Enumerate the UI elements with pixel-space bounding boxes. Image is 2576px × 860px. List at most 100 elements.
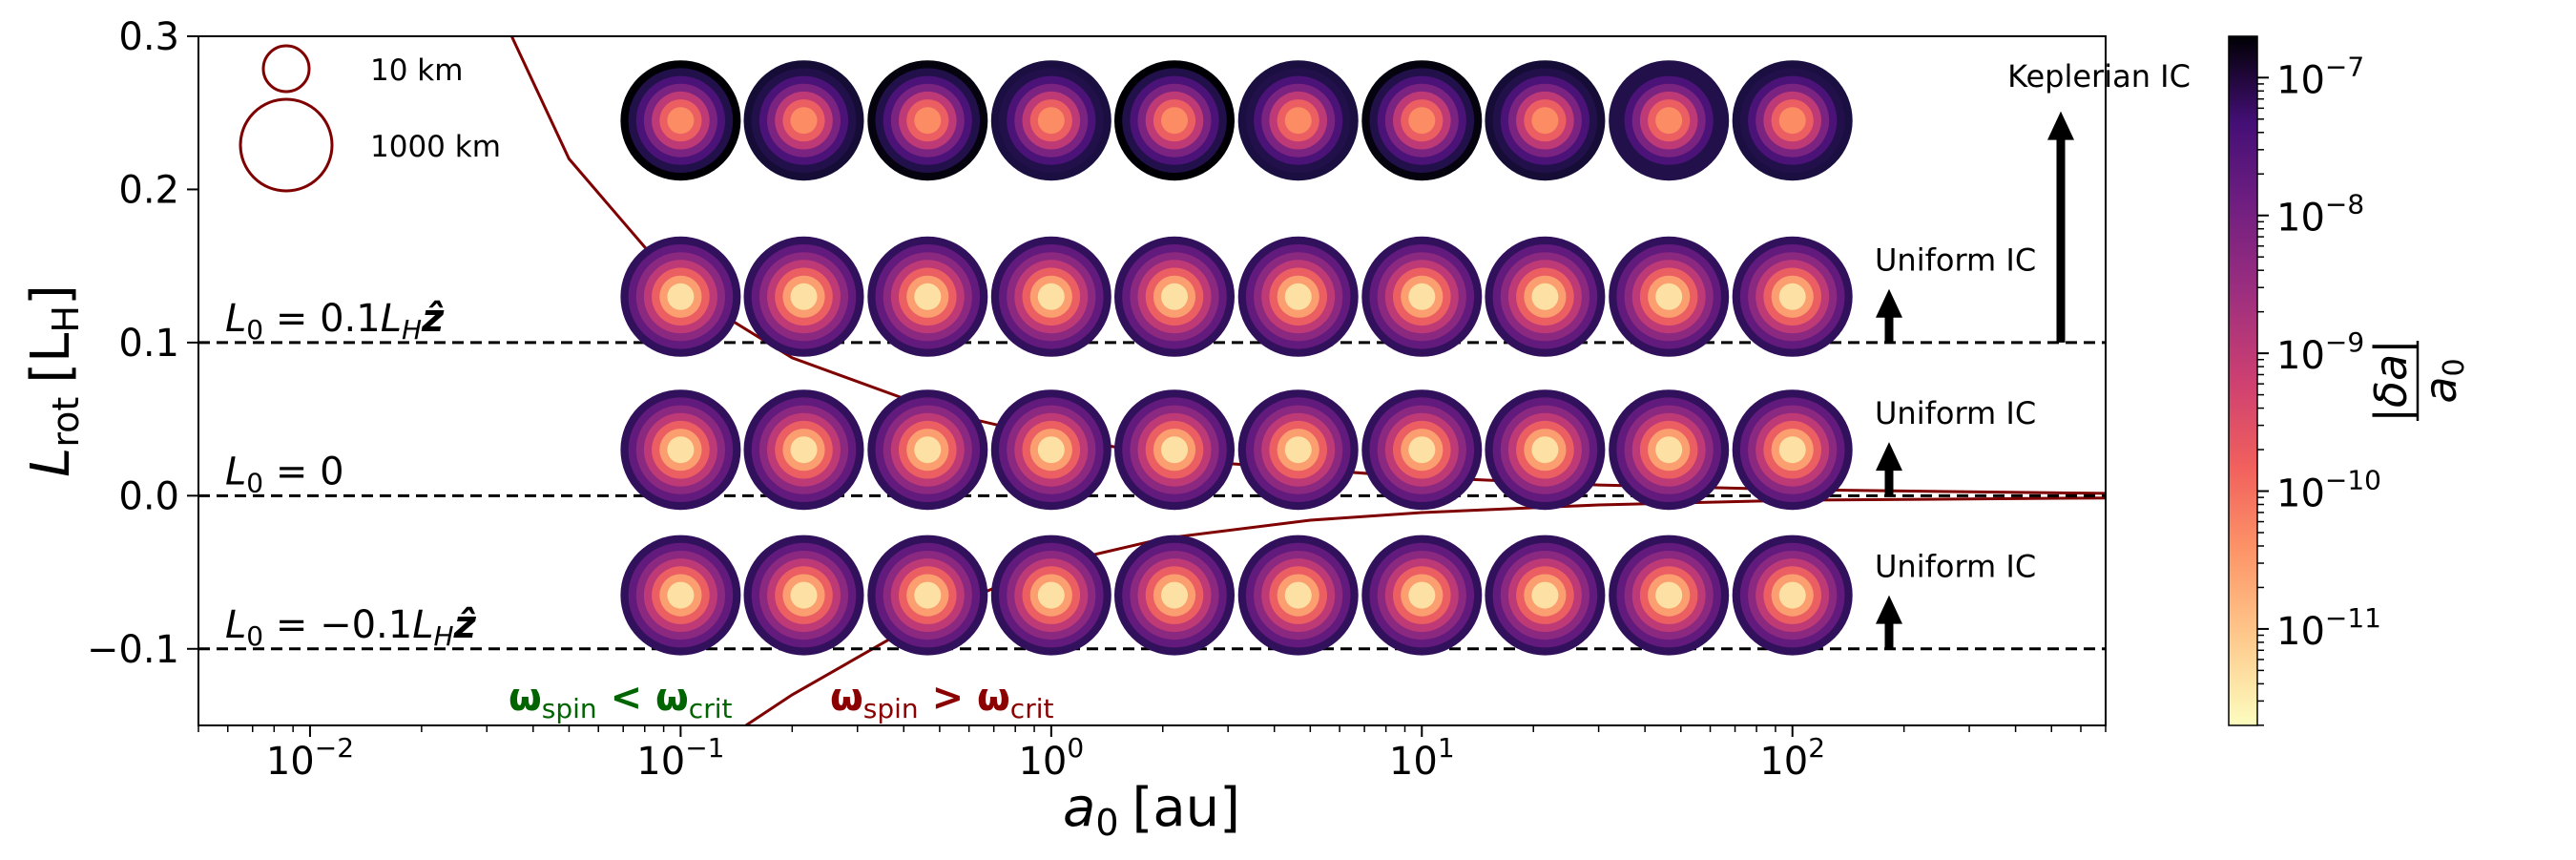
colorbar-tick-exp: −8 (2325, 189, 2364, 220)
ref-label-sub: 0 (246, 620, 263, 652)
body-marker-row1-0 (620, 236, 741, 357)
body-marker-row2-9 (1732, 389, 1853, 511)
ring-10km (1284, 107, 1312, 135)
ring-10km (1655, 107, 1683, 135)
ring-10km (1037, 436, 1065, 464)
region-label-supercritical-op: > (919, 676, 977, 720)
colorbar-tick-base: 10 (2276, 472, 2325, 516)
ring-10km (667, 283, 695, 310)
arrow-label-uniform-1: Uniform IC (1875, 395, 2036, 431)
x-tick-label: 10−1 (636, 732, 724, 784)
body-marker-row3-4 (1114, 535, 1235, 656)
body-marker-row3-0 (620, 535, 741, 656)
colorbar-label-denominator: a0 (2415, 358, 2471, 403)
region-label-supercritical: ωspin > ωcrit (830, 676, 1053, 724)
body-marker-row2-0 (620, 389, 741, 511)
reference-label-1: L0 = 0 (225, 450, 344, 498)
body-marker-row2-6 (1361, 389, 1483, 511)
colorbar-tick-exp: −9 (2325, 326, 2364, 358)
arrow-keplerian (2047, 111, 2074, 343)
x-tick-exp: 2 (1808, 732, 1825, 764)
colorbar-tick-base: 10 (2276, 334, 2325, 378)
ref-label-LH-sub: H (402, 314, 422, 346)
ring-10km (1408, 581, 1436, 609)
ring-10km (1531, 107, 1559, 135)
ring-10km (1161, 436, 1188, 464)
x-tick-label: 102 (1759, 732, 1825, 784)
ring-10km (790, 283, 818, 310)
body-marker-row0-5 (1237, 60, 1359, 181)
body-marker-row3-7 (1485, 535, 1606, 656)
colorbar-gradient (2228, 35, 2258, 726)
ref-label-value: = −0.1 (263, 603, 412, 647)
y-tick-label: 0.2 (118, 168, 179, 212)
x-tick-base: 10 (1759, 740, 1808, 784)
arrow-label-uniform-2: Uniform IC (1875, 548, 2036, 584)
x-tick-label: 101 (1389, 732, 1455, 784)
region-label-supercritical-spin: spin (863, 693, 919, 724)
arrow-uniform-0-head (1876, 288, 1902, 318)
region-label-subcritical-omega: ω (509, 676, 542, 720)
body-marker-row2-3 (990, 389, 1111, 511)
ring-10km (1037, 283, 1065, 310)
body-marker-row2-4 (1114, 389, 1235, 511)
colorbar-tick-label: 10−9 (2276, 326, 2364, 378)
ring-10km (1037, 581, 1065, 609)
ring-10km (914, 436, 942, 464)
body-marker-row2-5 (1237, 389, 1359, 511)
ring-10km (1778, 107, 1806, 135)
ring-10km (1408, 283, 1436, 310)
body-markers (620, 60, 1853, 656)
region-label-subcritical-crit: crit (689, 693, 733, 724)
body-marker-row1-9 (1732, 236, 1853, 357)
axes-frame (197, 35, 2107, 726)
region-label-subcritical-omega-crit: ω (655, 676, 689, 720)
body-marker-row3-8 (1609, 535, 1730, 656)
y-tick-label: 0.0 (118, 474, 179, 518)
arrow-uniform-1-head (1876, 442, 1902, 472)
colorbar-label: |δa| a0 (2365, 339, 2471, 422)
x-tick-base: 10 (1018, 740, 1067, 784)
ring-10km (667, 581, 695, 609)
ref-label-z-hat: ẑ (421, 297, 445, 341)
x-tick-exp: 0 (1067, 732, 1084, 764)
body-marker-row3-2 (867, 535, 988, 656)
body-marker-row0-1 (743, 60, 864, 181)
ring-10km (1284, 436, 1312, 464)
x-axis-label: a0 [au] (1063, 777, 1240, 844)
y-tick-label: −0.1 (87, 628, 179, 672)
arrow-uniform-1 (1876, 442, 1902, 496)
size-legend: 10 km 1000 km (239, 44, 501, 193)
region-label-supercritical-omega: ω (830, 676, 863, 720)
x-tick-exp: 1 (1438, 732, 1455, 764)
body-marker-row3-9 (1732, 535, 1853, 656)
arrow-label-keplerian: Keplerian IC (2007, 58, 2191, 94)
colorbar-tick-base: 10 (2276, 58, 2325, 102)
ref-label-L: L (225, 297, 246, 341)
ring-10km (1655, 436, 1683, 464)
size-legend-circle-0 (261, 44, 311, 94)
body-marker-row1-3 (990, 236, 1111, 357)
body-marker-row1-2 (867, 236, 988, 357)
colorbar-tick-label: 10−8 (2276, 189, 2364, 241)
ring-10km (1655, 581, 1683, 609)
ring-10km (790, 436, 818, 464)
ring-10km (1655, 283, 1683, 310)
ring-10km (914, 581, 942, 609)
arrow-keplerian-head (2047, 111, 2074, 140)
body-marker-row1-4 (1114, 236, 1235, 357)
body-marker-row0-8 (1609, 60, 1730, 181)
ic-arrows: Uniform IC Uniform IC Uniform IC Keplerian … (1875, 58, 2191, 649)
ref-label-L: L (225, 450, 246, 493)
ring-10km (1161, 107, 1188, 135)
body-marker-row0-3 (990, 60, 1111, 181)
body-marker-row3-5 (1237, 535, 1359, 656)
body-marker-row0-4 (1114, 60, 1235, 181)
body-marker-row2-1 (743, 389, 864, 511)
y-tick-label: 0.3 (118, 15, 179, 59)
x-tick-exp: −2 (315, 732, 354, 764)
